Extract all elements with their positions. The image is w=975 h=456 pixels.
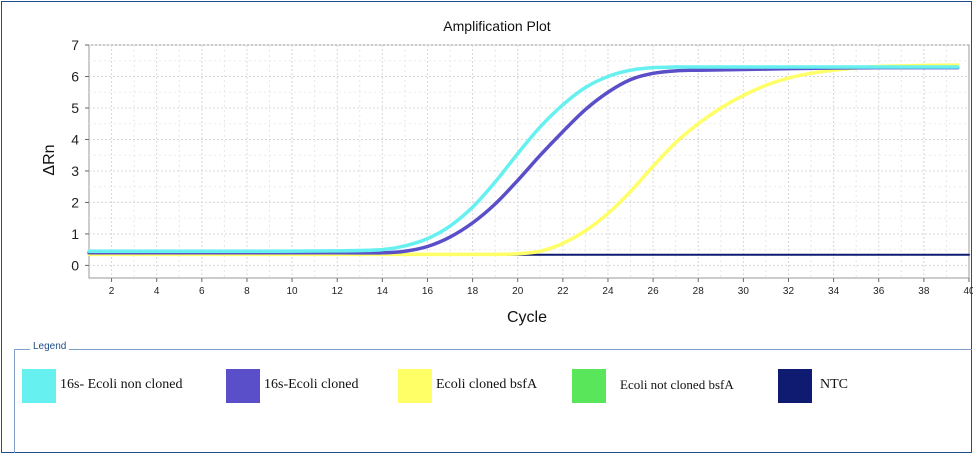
x-axis-ticks: 2 4 6 8 10 12 14 16 18 20 22 24 26 28 30 32 34 36 38 40 — [109, 278, 973, 297]
x-tick-label: 20 — [512, 286, 524, 297]
x-tick-label: 16 — [422, 286, 434, 297]
y-tick-label: 3 — [71, 163, 79, 179]
legend-label: 16s-Ecoli cloned — [264, 377, 359, 392]
legend-label: 16s- Ecoli non cloned — [60, 377, 183, 392]
legend-swatch — [398, 369, 432, 403]
chart-title: Amplification Plot — [443, 18, 550, 34]
y-axis-label: ΔRn — [41, 144, 58, 175]
plot-area — [88, 44, 970, 279]
legend-label: Ecoli not cloned bsfA — [620, 377, 734, 392]
legend-swatch — [572, 369, 606, 403]
x-tick-label: 38 — [918, 286, 930, 297]
x-tick-label: 14 — [377, 286, 389, 297]
legend-label: Ecoli cloned bsfA — [436, 377, 538, 392]
legend-label: NTC — [820, 377, 848, 392]
x-tick-label: 12 — [332, 286, 344, 297]
x-tick-label: 24 — [602, 286, 614, 297]
y-tick-label: 0 — [71, 257, 79, 273]
legend-box — [14, 349, 972, 453]
series-line — [87, 65, 960, 254]
y-tick-label: 1 — [71, 226, 79, 242]
legend-swatch — [226, 369, 260, 403]
y-tick-label: 7 — [71, 37, 79, 53]
x-tick-label: 36 — [873, 286, 885, 297]
x-tick-label: 10 — [287, 286, 299, 297]
x-tick-label: 32 — [783, 286, 795, 297]
x-tick-label: 26 — [648, 286, 660, 297]
x-axis-label: Cycle — [507, 309, 547, 326]
x-tick-label: 8 — [244, 286, 250, 297]
x-tick-label: 34 — [828, 286, 840, 297]
legend-swatch — [778, 369, 812, 403]
x-tick-label: 6 — [199, 286, 205, 297]
x-tick-label: 2 — [109, 286, 115, 297]
series-layer — [87, 63, 970, 257]
x-tick-label: 18 — [467, 286, 479, 297]
x-tick-label: 4 — [154, 286, 160, 297]
legend-swatch — [22, 369, 56, 403]
y-tick-label: 5 — [71, 100, 79, 116]
x-tick-label: 40 — [963, 286, 973, 297]
y-tick-label: 4 — [71, 131, 79, 147]
legend-title: Legend — [30, 341, 70, 352]
y-tick-label: 2 — [71, 194, 79, 210]
x-tick-label: 28 — [693, 286, 705, 297]
x-tick-label: 22 — [557, 286, 569, 297]
x-tick-label: 30 — [738, 286, 750, 297]
y-axis-ticks: 0 1 2 3 4 5 6 7 — [71, 37, 89, 273]
y-tick-label: 6 — [71, 68, 79, 84]
